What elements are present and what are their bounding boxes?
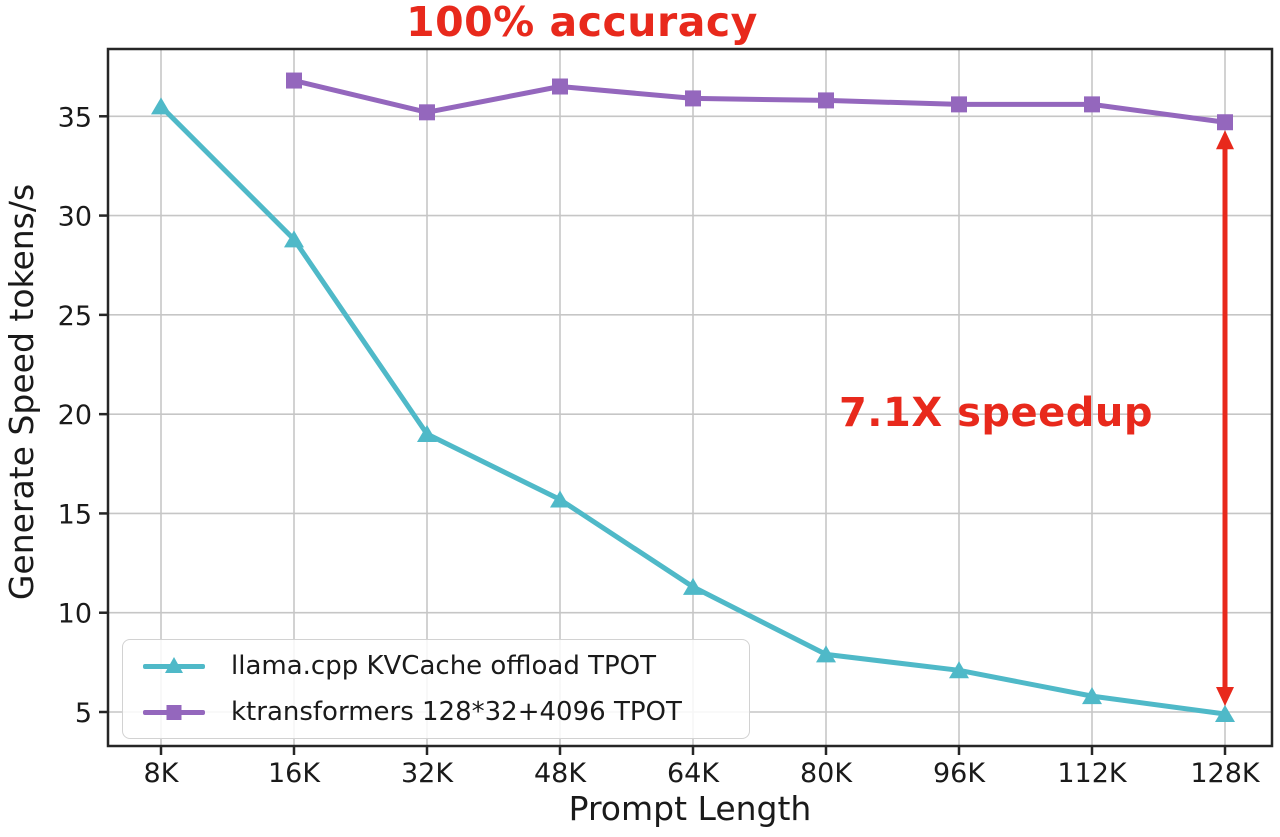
y-tick-label: 15 [58, 499, 92, 530]
x-tick-label: 32K [401, 758, 454, 789]
square-marker [1217, 114, 1233, 131]
triangle-marker [816, 645, 836, 663]
triangle-marker [151, 97, 171, 115]
chart-title: 100% accuracy [406, 0, 758, 46]
legend: llama.cpp KVCache offload TPOT ktransfor… [122, 639, 750, 739]
arrow-down-icon [1216, 686, 1234, 706]
arrow-up-icon [1216, 130, 1234, 150]
legend-label-ktransformers: ktransformers 128*32+4096 TPOT [231, 697, 682, 727]
axes-frame [106, 47, 1274, 748]
x-tick-label: 8K [144, 758, 180, 789]
y-tick-label: 30 [58, 202, 92, 233]
triangle-marker [284, 230, 304, 248]
x-tick-label: 64K [667, 758, 720, 789]
y-tick-label: 20 [58, 400, 92, 431]
square-marker [818, 92, 834, 109]
square-icon [166, 704, 182, 720]
legend-item-ktransformers: ktransformers 128*32+4096 TPOT [133, 691, 739, 733]
legend-square-marker-icon [143, 703, 205, 721]
x-tick-label: 80K [800, 758, 853, 789]
x-tick-label: 16K [268, 758, 321, 789]
triangle-marker [1082, 687, 1102, 705]
triangle-marker [550, 490, 570, 508]
triangle-marker [1215, 704, 1235, 722]
square-marker [419, 104, 435, 121]
triangle-marker [417, 425, 437, 443]
x-tick-label: 112K [1057, 758, 1128, 789]
triangle-marker [683, 577, 703, 595]
legend-triangle-marker-icon [143, 657, 205, 675]
x-tick-label: 48K [534, 758, 587, 789]
x-axis-label: Prompt Length [568, 789, 812, 828]
y-tick-label: 5 [75, 698, 92, 729]
triangle-icon [165, 657, 183, 673]
x-tick-label: 96K [933, 758, 986, 789]
speedup-annotation: 7.1X speedup [838, 390, 1154, 436]
x-tick-label: 128K [1190, 758, 1261, 789]
square-marker [552, 78, 568, 95]
square-marker [286, 72, 302, 89]
y-axis-label: Generate Speed tokens/s [2, 183, 41, 601]
y-tick-label: 35 [58, 102, 92, 133]
square-marker [685, 90, 701, 107]
y-tick-label: 10 [58, 599, 92, 630]
square-marker [1084, 96, 1100, 113]
y-tick-label: 25 [58, 301, 92, 332]
triangle-marker [949, 661, 969, 679]
legend-label-llama-cpp: llama.cpp KVCache offload TPOT [231, 651, 656, 681]
series-line-1 [291, 78, 1228, 125]
square-marker [951, 96, 967, 113]
legend-item-llama-cpp: llama.cpp KVCache offload TPOT [133, 645, 739, 687]
